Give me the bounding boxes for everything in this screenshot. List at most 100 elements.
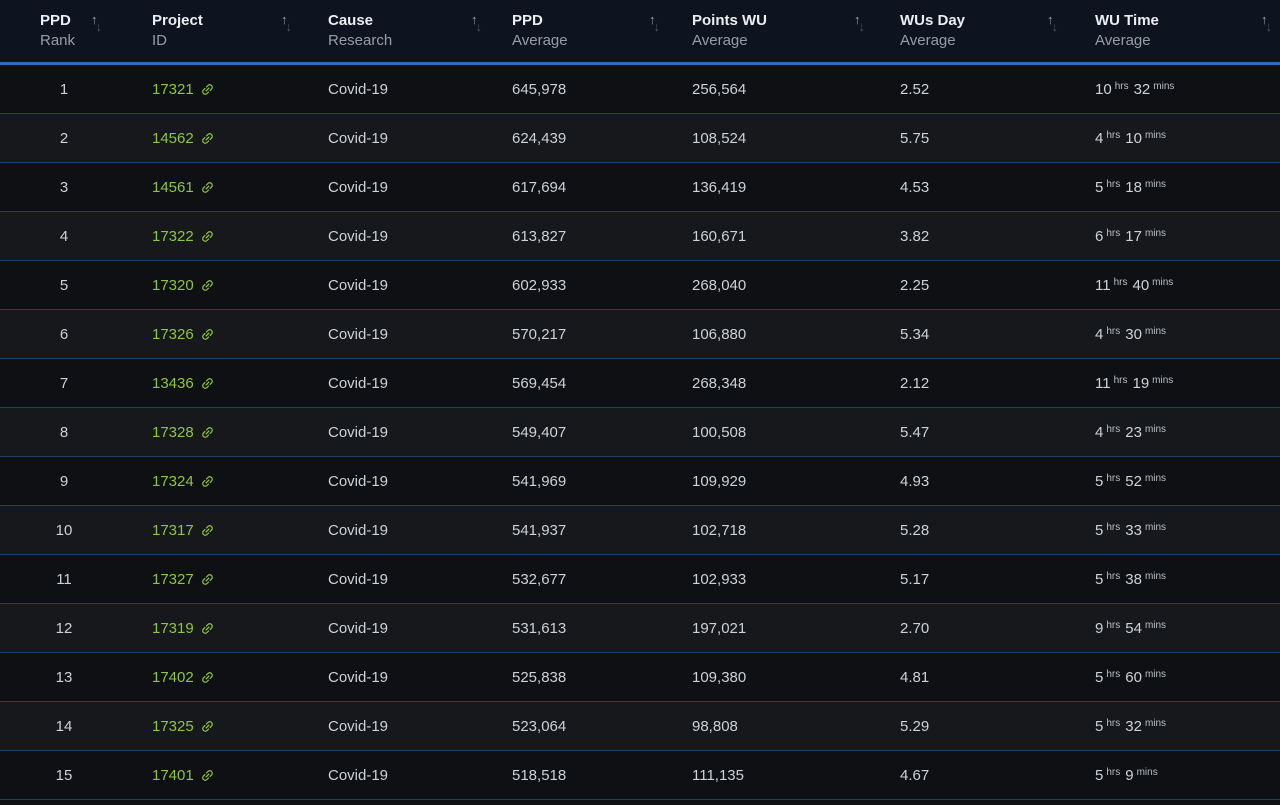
- column-header-line2: Rank: [40, 32, 76, 49]
- cell-wu-time-average: 5 hrs 60 mins: [1068, 669, 1280, 686]
- sort-down-arrow-icon: ↓: [653, 19, 661, 34]
- project-id-text: 17325: [152, 717, 194, 735]
- cell-points-wu-average: 160,671: [692, 227, 747, 245]
- project-id-text: 17401: [152, 766, 194, 784]
- project-link[interactable]: 17320: [152, 277, 215, 294]
- sort-icon[interactable]: ↑ ↓: [1047, 12, 1060, 33]
- wu-time-hours-value: 4: [1095, 423, 1104, 441]
- sort-icon[interactable]: ↑ ↓: [649, 13, 662, 33]
- project-id-text: 17321: [152, 80, 194, 98]
- project-link[interactable]: 14562: [152, 130, 215, 147]
- wu-time-hours-value: 5: [1095, 521, 1104, 539]
- cell-wus-day-average: 2.12: [900, 374, 930, 392]
- cell-ppd-average: 613,827: [512, 227, 567, 245]
- wu-time-minutes-value: 9: [1125, 766, 1134, 784]
- link-icon: [201, 83, 213, 95]
- wu-time-minutes-value: 30: [1125, 325, 1142, 343]
- wu-time-minutes-unit: mins: [1144, 129, 1167, 141]
- wu-time-hours-value: 6: [1095, 227, 1104, 245]
- project-link[interactable]: 17322: [152, 228, 215, 245]
- cell-ppd-average: 602,933: [512, 276, 567, 294]
- cell-ppd-rank: 9: [59, 472, 69, 490]
- column-header-wu-time-average[interactable]: WU Time Average ↑ ↓: [1068, 0, 1280, 62]
- table-body: 1 17321 Covid-19 645,978 256,564 2.52 10…: [0, 65, 1280, 805]
- sort-down-arrow-icon: ↓: [95, 19, 103, 34]
- cell-cause: Covid-19: [328, 276, 389, 294]
- sort-icon[interactable]: ↑ ↓: [471, 12, 484, 33]
- table-row: 10 17317 Covid-19 541,937 102,718 5.28 5…: [0, 506, 1280, 555]
- wu-time-minutes-unit: mins: [1144, 227, 1167, 239]
- wu-time-minutes-value: 17: [1125, 227, 1142, 245]
- wu-time-hours-value: 11: [1095, 276, 1111, 294]
- wu-time-hours-value: 11: [1095, 374, 1111, 392]
- table-row: 12 17319 Covid-19 531,613 197,021 2.70 9…: [0, 604, 1280, 653]
- column-header-points-wu-average[interactable]: Points WU Average ↑ ↓: [670, 0, 875, 62]
- wu-time-minutes-value: 32: [1125, 717, 1142, 735]
- cell-ppd-rank: 1: [59, 80, 69, 98]
- cell-ppd-average: 541,969: [512, 472, 567, 490]
- cell-project-id: 17322: [112, 228, 302, 245]
- project-id-text: 17317: [152, 521, 194, 539]
- wu-time-minutes-value: 38: [1125, 570, 1142, 588]
- cell-ppd-rank: 15: [55, 766, 73, 784]
- sort-icon[interactable]: ↑ ↓: [91, 12, 104, 33]
- wu-time-hours-value: 5: [1095, 668, 1104, 686]
- sort-up-arrow-icon: ↑: [1047, 12, 1054, 27]
- project-id-text: 17327: [152, 570, 194, 588]
- cell-ppd-rank: 8: [59, 423, 69, 441]
- column-header-line1: PPD: [512, 12, 543, 29]
- column-header-label: PPD Average: [512, 11, 568, 51]
- project-link[interactable]: 17401: [152, 767, 215, 784]
- project-link[interactable]: 13436: [152, 375, 215, 392]
- sort-icon[interactable]: ↑ ↓: [1261, 13, 1274, 33]
- wu-time-minutes-unit: mins: [1144, 717, 1167, 729]
- cell-wus-day-average: 2.52: [900, 80, 930, 98]
- project-link[interactable]: 17321: [152, 81, 215, 98]
- wu-time-hours-value: 9: [1095, 619, 1104, 637]
- project-link[interactable]: 17317: [152, 522, 215, 539]
- cell-points-wu-average: 109,380: [692, 668, 747, 686]
- table-row: 15 17401 Covid-19 518,518 111,135 4.67 5…: [0, 751, 1280, 800]
- cell-wu-time-average: 5 hrs 52 mins: [1068, 473, 1280, 490]
- project-link[interactable]: 14561: [152, 179, 215, 196]
- link-icon: [201, 769, 213, 781]
- column-header-cause-research[interactable]: Cause Research ↑ ↓: [302, 0, 492, 62]
- sort-icon[interactable]: ↑ ↓: [854, 13, 867, 33]
- table-row: 1 17321 Covid-19 645,978 256,564 2.52 10…: [0, 65, 1280, 114]
- wu-time-hours-unit: hrs: [1113, 276, 1128, 288]
- cell-points-wu-average: 268,348: [692, 374, 747, 392]
- project-link[interactable]: 17326: [152, 326, 215, 343]
- sort-up-arrow-icon: ↑: [91, 12, 98, 27]
- cell-wus-day-average: 5.75: [900, 129, 930, 147]
- project-link[interactable]: 17327: [152, 571, 215, 588]
- wu-time-minutes-unit: mins: [1144, 178, 1167, 190]
- table-row: 11 17327 Covid-19 532,677 102,933 5.17 5…: [0, 555, 1280, 604]
- column-header-ppd-rank[interactable]: PPD Rank ↑ ↓: [0, 0, 112, 62]
- cell-ppd-rank: 6: [59, 325, 69, 343]
- project-link[interactable]: 17319: [152, 620, 215, 637]
- wu-time-hours-unit: hrs: [1106, 472, 1121, 484]
- column-header-line1: WUs Day: [900, 12, 966, 29]
- wu-time-minutes-unit: mins: [1144, 570, 1167, 582]
- wu-time-minutes-value: 54: [1125, 619, 1142, 637]
- cell-ppd-rank: 5: [59, 276, 69, 294]
- column-header-project-id[interactable]: Project ID ↑ ↓: [112, 0, 302, 62]
- project-link[interactable]: 17402: [152, 669, 215, 686]
- project-id-text: 17319: [152, 619, 194, 637]
- cell-project-id: 14562: [112, 130, 302, 147]
- sort-icon[interactable]: ↑ ↓: [281, 13, 294, 33]
- sort-up-arrow-icon: ↑: [471, 12, 478, 27]
- project-link[interactable]: 17325: [152, 718, 215, 735]
- project-id-text: 14562: [152, 129, 194, 147]
- project-link[interactable]: 17328: [152, 424, 215, 441]
- link-icon: [201, 622, 213, 634]
- wu-time-hours-value: 10: [1095, 80, 1112, 98]
- cell-wu-time-average: 6 hrs 17 mins: [1068, 228, 1280, 245]
- wu-time-minutes-value: 18: [1125, 178, 1142, 196]
- column-header-ppd-average[interactable]: PPD Average ↑ ↓: [492, 0, 670, 62]
- sort-down-arrow-icon: ↓: [1051, 19, 1059, 34]
- cell-wus-day-average: 4.53: [900, 178, 930, 196]
- project-link[interactable]: 17324: [152, 473, 215, 490]
- column-header-wus-day-average[interactable]: WUs Day Average ↑ ↓: [875, 0, 1068, 62]
